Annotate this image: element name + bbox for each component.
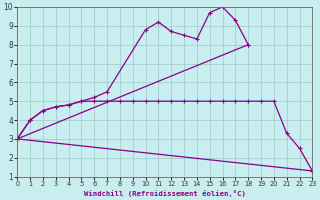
X-axis label: Windchill (Refroidissement éolien,°C): Windchill (Refroidissement éolien,°C) bbox=[84, 190, 246, 197]
